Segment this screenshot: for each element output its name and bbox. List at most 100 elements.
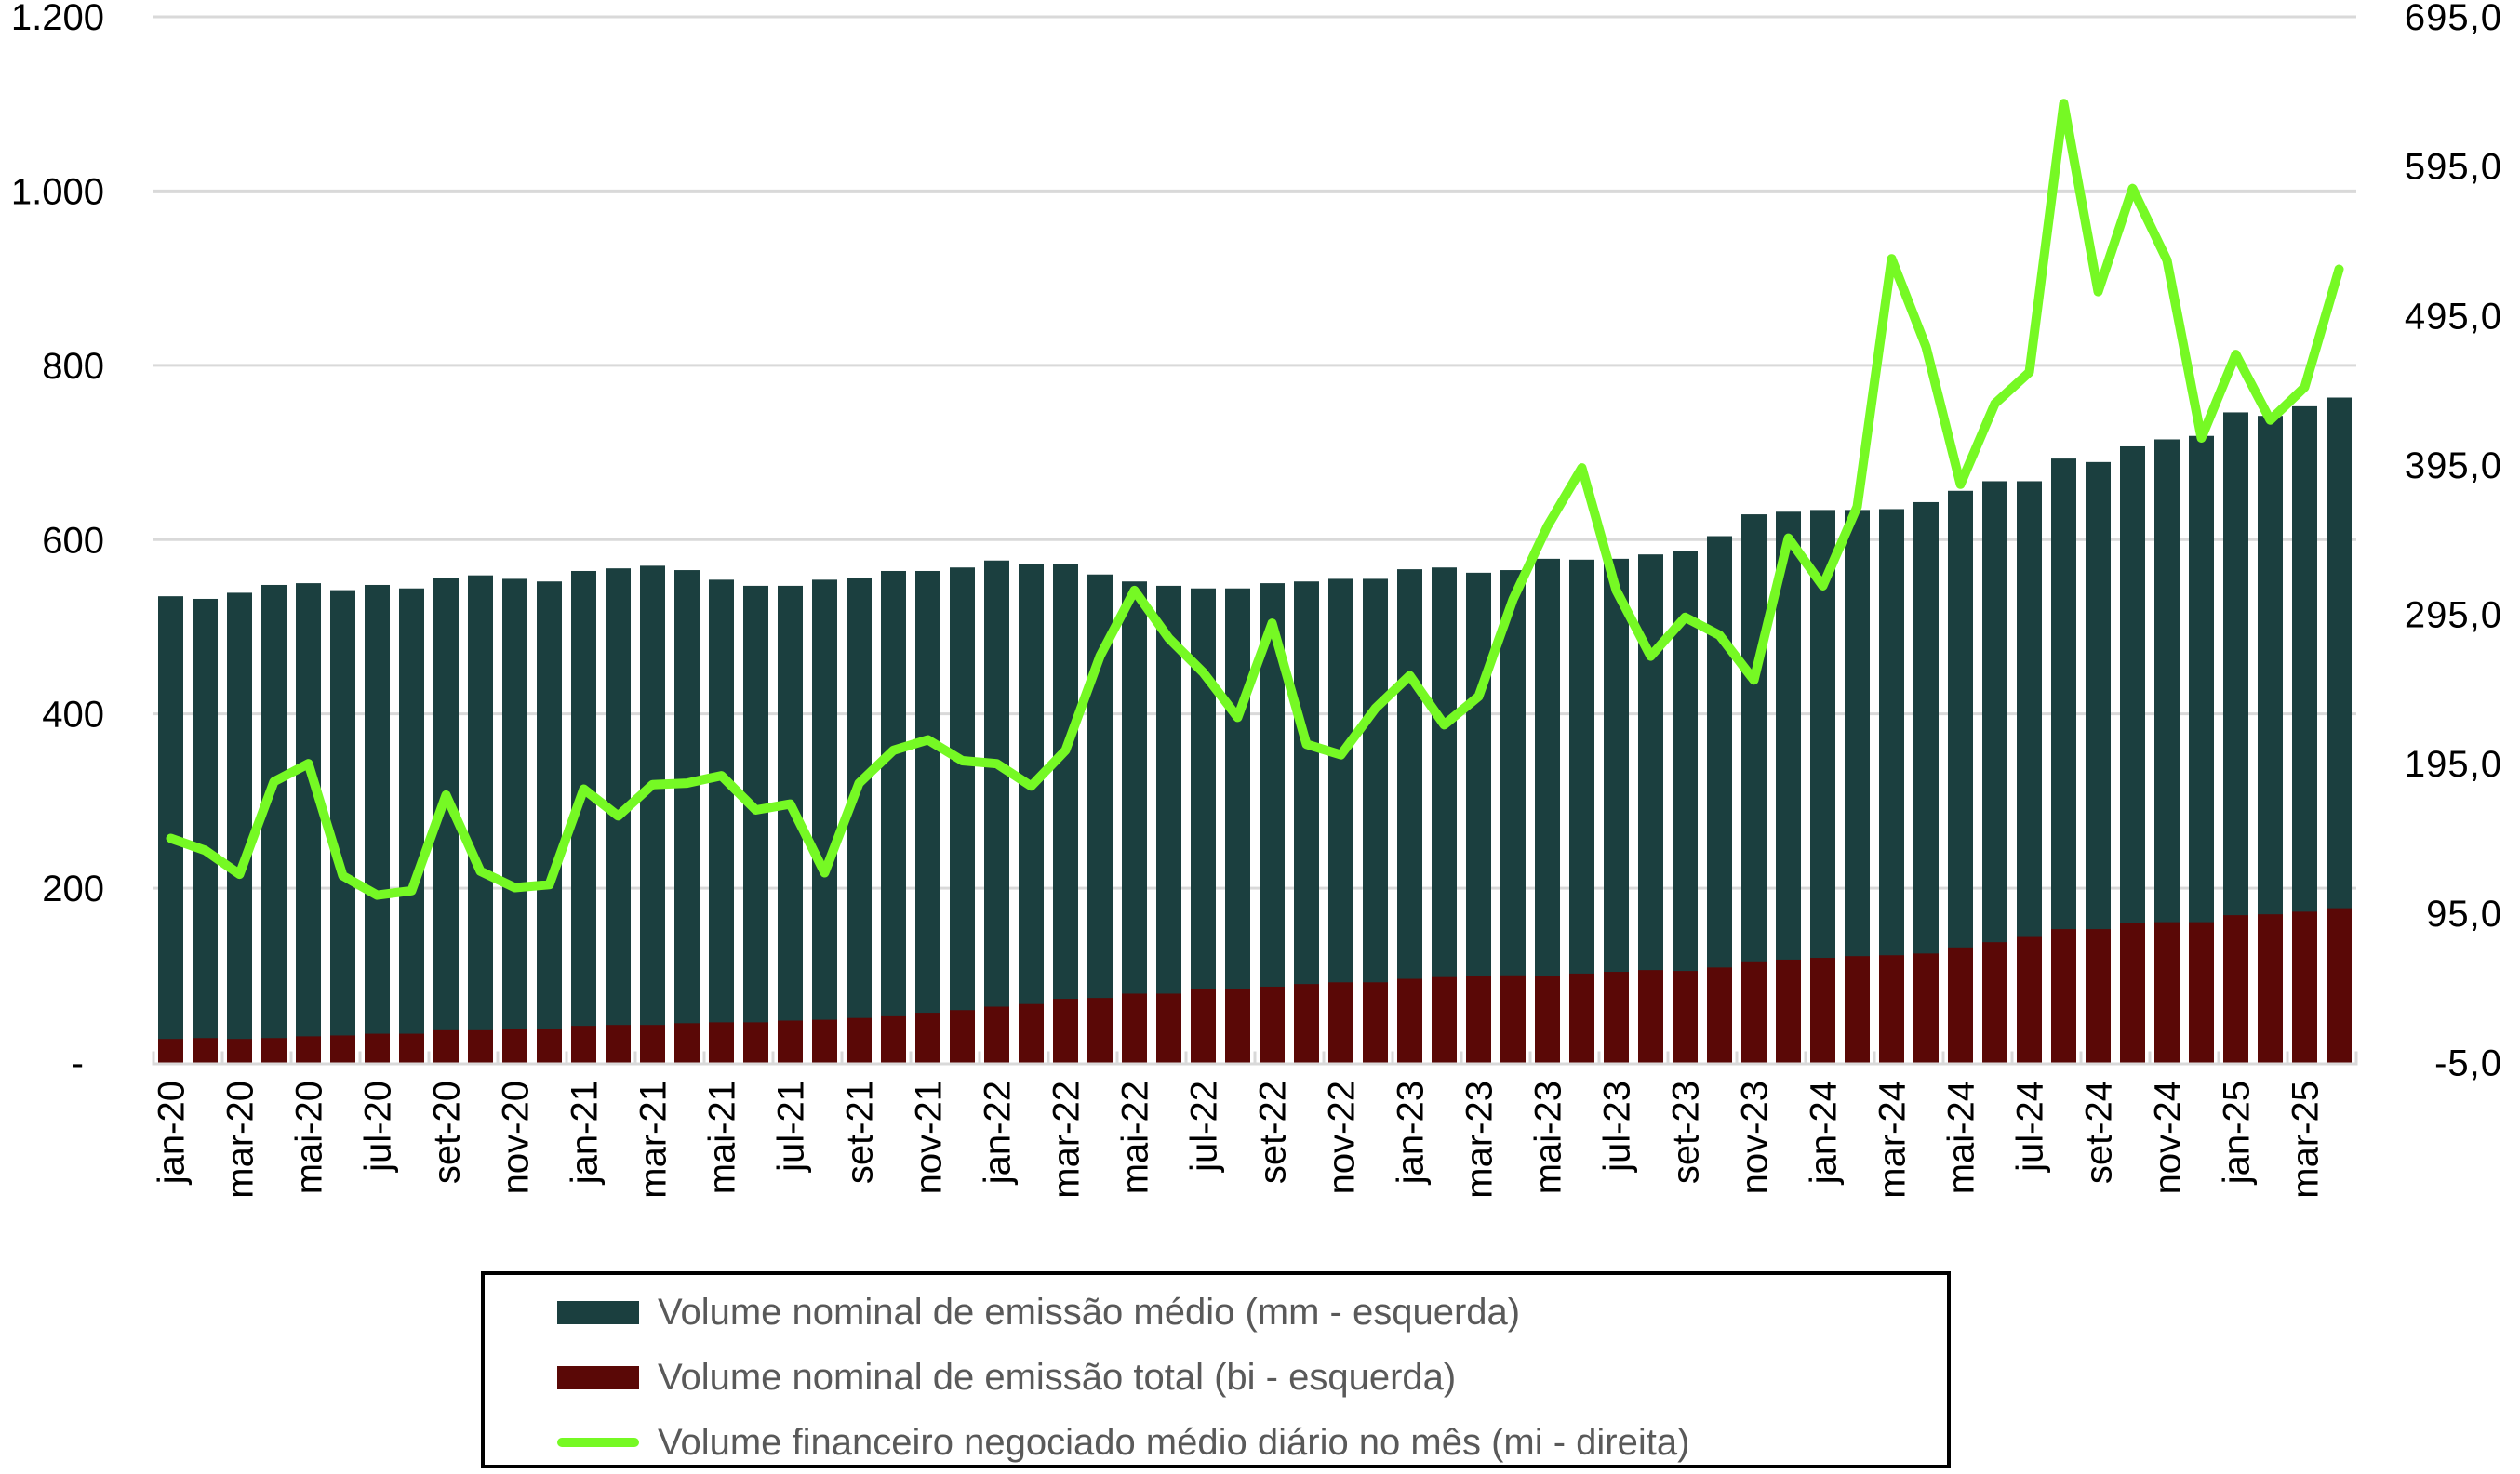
bar-medio	[227, 592, 252, 1063]
legend-swatch-financeiro	[557, 1438, 639, 1447]
x-tick-label: set-20	[427, 1081, 468, 1184]
x-tick-label: jan-24	[1804, 1081, 1845, 1185]
bar-total	[1225, 989, 1250, 1063]
bar-total	[227, 1039, 252, 1063]
bar-medio	[399, 588, 424, 1063]
x-axis	[152, 1051, 2358, 1066]
x-tick-label: jul-22	[1184, 1081, 1225, 1173]
x-tick-label: set-23	[1666, 1081, 1707, 1184]
bar-total	[743, 1022, 768, 1063]
bar-total	[1741, 961, 1767, 1063]
bar-medio	[674, 570, 700, 1063]
bar-total	[2223, 915, 2248, 1063]
bar-medio	[296, 583, 321, 1063]
bar-total	[571, 1026, 596, 1063]
x-tick-label: set-21	[840, 1081, 881, 1184]
bar-total	[1707, 967, 1732, 1063]
right-tick-label: 95,0	[2426, 894, 2502, 935]
legend-item-total: Volume nominal de emissão total (bi - es…	[557, 1349, 1456, 1405]
bar-total	[1466, 976, 1491, 1063]
bar-total	[1087, 998, 1113, 1063]
bar-total	[1810, 958, 1835, 1063]
bar-total	[2017, 936, 2042, 1063]
bar-total	[1500, 975, 1526, 1063]
left-tick-label: 800	[42, 346, 104, 387]
bar-total	[709, 1022, 734, 1063]
bar-total	[881, 1015, 906, 1063]
bar-total	[2327, 908, 2352, 1063]
x-tick-label: mar-22	[1047, 1081, 1087, 1199]
bar-total	[2258, 914, 2283, 1063]
bar-total	[261, 1038, 287, 1063]
bar-total	[1122, 993, 1147, 1063]
x-tick-label: jan-22	[978, 1081, 1019, 1185]
line-series	[166, 99, 2344, 900]
bar-medio	[1053, 564, 1078, 1063]
bar-total	[1569, 973, 1594, 1063]
legend-item-medio: Volume nominal de emissão médio (mm - es…	[557, 1284, 1520, 1340]
bar-medio	[812, 579, 837, 1063]
x-tick-label: mai-23	[1528, 1081, 1569, 1194]
bar-total	[2086, 929, 2111, 1063]
bar-total	[674, 1023, 700, 1063]
bar-medio	[193, 598, 218, 1063]
bar-medio	[330, 590, 355, 1063]
bar-medio	[1156, 585, 1181, 1063]
bars	[158, 397, 2352, 1063]
bar-total	[1019, 1003, 1044, 1063]
bar-total	[399, 1033, 424, 1063]
bar-medio	[640, 565, 665, 1063]
bar-total	[502, 1029, 527, 1063]
bar-medio	[365, 584, 390, 1063]
bar-medio	[1019, 564, 1044, 1063]
bar-total	[1191, 989, 1216, 1063]
bar-medio	[984, 560, 1009, 1063]
x-tick-label: jan-21	[565, 1081, 606, 1185]
left-tick-label: 200	[42, 869, 104, 910]
left-tick-label: -	[72, 1043, 84, 1084]
bar-total	[158, 1039, 183, 1063]
left-tick-label: 400	[42, 695, 104, 736]
bar-total	[1982, 942, 2007, 1063]
left-tick-label: 600	[42, 520, 104, 561]
bar-total	[1363, 982, 1388, 1063]
x-tick-label: jan-20	[152, 1081, 193, 1185]
bar-total	[2120, 923, 2145, 1063]
bar-total	[2154, 922, 2180, 1063]
bar-total	[950, 1010, 975, 1063]
x-axis-labels: jan-20 mar-20 mai-20 jul-20 set-20 nov-20 jan-…	[152, 1081, 2327, 1199]
x-tick-label: mar-23	[1460, 1081, 1500, 1199]
bar-medio	[709, 579, 734, 1063]
bar-total	[433, 1029, 459, 1063]
bar-total	[1845, 956, 1870, 1063]
right-tick-label: 295,0	[2405, 595, 2502, 636]
bar-total	[1053, 999, 1078, 1063]
left-y-axis-labels: - 200 400 600 800 1.000 1.200	[11, 0, 104, 1084]
bar-total	[2189, 922, 2214, 1063]
bar-medio	[1122, 581, 1147, 1063]
x-tick-label: jul-21	[771, 1081, 812, 1173]
bar-total	[1294, 984, 1319, 1063]
bar-total	[330, 1035, 355, 1063]
x-tick-label: mar-21	[633, 1081, 674, 1199]
left-tick-label: 1.200	[11, 0, 104, 38]
right-tick-label: 495,0	[2405, 296, 2502, 337]
bar-total	[1535, 976, 1560, 1063]
bar-total	[1948, 947, 1973, 1063]
bar-medio	[1294, 581, 1319, 1063]
right-tick-label: 395,0	[2405, 445, 2502, 486]
bar-medio	[950, 567, 975, 1063]
bar-total	[1432, 976, 1457, 1063]
bar-total	[1260, 986, 1285, 1063]
bar-medio	[261, 584, 287, 1063]
bar-total	[468, 1029, 493, 1063]
bar-medio	[1328, 578, 1353, 1063]
legend-swatch-medio	[557, 1300, 639, 1324]
bar-total	[847, 1017, 872, 1063]
bar-total	[1397, 978, 1422, 1063]
right-tick-label: 595,0	[2405, 147, 2502, 188]
legend-item-financeiro: Volume financeiro negociado médio diário…	[557, 1414, 1689, 1470]
bar-medio	[502, 578, 527, 1063]
bar-medio	[158, 596, 183, 1063]
x-tick-label: jul-23	[1597, 1081, 1638, 1173]
